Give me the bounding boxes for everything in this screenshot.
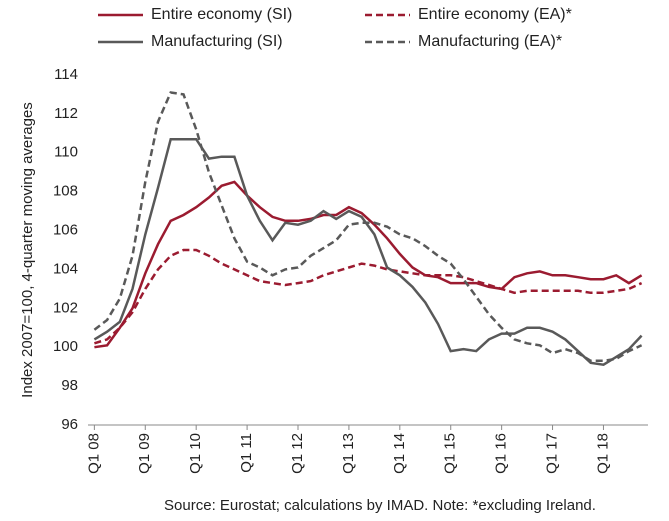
legend-label: Entire economy (SI) (151, 6, 292, 23)
y-tick-label: 112 (54, 105, 78, 122)
series-line (93, 91, 643, 363)
y-tick-label: 102 (53, 299, 78, 316)
y-tick-label: 106 (53, 222, 78, 239)
x-tick-label: Q1 15 (442, 433, 459, 474)
x-tick-label: Q1 10 (187, 433, 204, 474)
x-tick-label: Q1 16 (493, 433, 510, 474)
y-tick-label: 96 (61, 416, 78, 433)
series-line (94, 180, 643, 349)
y-tick-label: 114 (54, 66, 78, 83)
series-line (94, 248, 643, 345)
y-tick-label: 100 (53, 338, 78, 355)
x-tick-label: Q1 14 (391, 433, 408, 474)
x-tick-label: Q1 08 (85, 433, 102, 474)
y-axis-label: Index 2007=100, 4-quarter moving average… (19, 102, 36, 398)
legend-label: Manufacturing (EA)* (418, 33, 562, 50)
source-note: Source: Eurostat; calculations by IMAD. … (164, 497, 596, 514)
y-tick-label: 108 (53, 183, 78, 200)
legend-label: Manufacturing (SI) (151, 33, 283, 50)
y-tick-label: 110 (54, 144, 78, 161)
series-line (93, 137, 643, 367)
x-tick-label: Q1 11 (238, 433, 255, 473)
legend-label: Entire economy (EA)* (418, 6, 572, 23)
x-tick-label: Q1 17 (544, 433, 561, 474)
x-tick-label: Q1 18 (594, 433, 611, 474)
y-tick-label: 98 (61, 377, 78, 394)
x-tick-label: Q1 13 (340, 433, 357, 474)
x-tick-label: Q1 09 (136, 433, 153, 474)
y-tick-label: 104 (53, 260, 78, 277)
x-tick-label: Q1 12 (289, 433, 306, 474)
